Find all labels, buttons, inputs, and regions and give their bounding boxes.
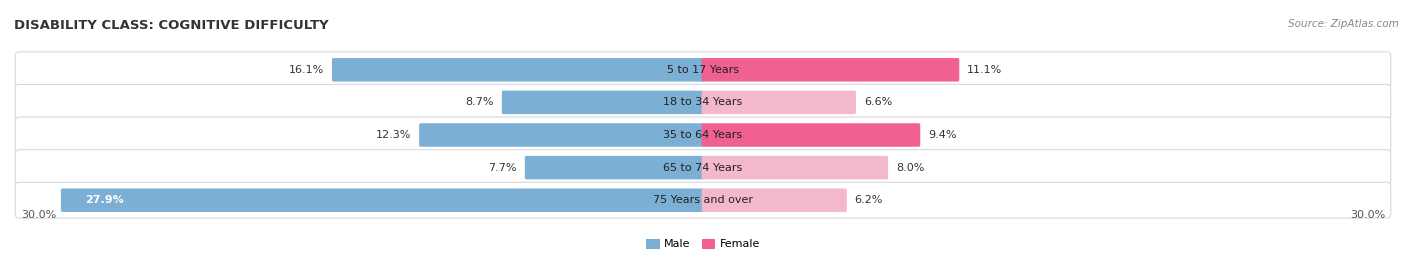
Text: 11.1%: 11.1% [967,65,1002,75]
Text: DISABILITY CLASS: COGNITIVE DIFFICULTY: DISABILITY CLASS: COGNITIVE DIFFICULTY [14,19,329,32]
Text: 30.0%: 30.0% [21,210,56,220]
FancyBboxPatch shape [702,91,856,114]
FancyBboxPatch shape [15,52,1391,88]
FancyBboxPatch shape [419,123,704,147]
Text: 6.2%: 6.2% [855,195,883,205]
FancyBboxPatch shape [502,91,704,114]
Text: 65 to 74 Years: 65 to 74 Years [664,163,742,173]
Text: Source: ZipAtlas.com: Source: ZipAtlas.com [1288,19,1399,29]
Text: 35 to 64 Years: 35 to 64 Years [664,130,742,140]
Text: 16.1%: 16.1% [288,65,323,75]
FancyBboxPatch shape [60,188,704,212]
FancyBboxPatch shape [702,123,921,147]
Text: 9.4%: 9.4% [928,130,956,140]
Text: 5 to 17 Years: 5 to 17 Years [666,65,740,75]
Text: 18 to 34 Years: 18 to 34 Years [664,97,742,107]
Text: 27.9%: 27.9% [86,195,124,205]
Legend: Male, Female: Male, Female [641,234,765,254]
Text: 8.0%: 8.0% [896,163,924,173]
FancyBboxPatch shape [702,188,846,212]
FancyBboxPatch shape [524,156,704,179]
Text: 75 Years and over: 75 Years and over [652,195,754,205]
FancyBboxPatch shape [702,156,889,179]
Text: 12.3%: 12.3% [375,130,412,140]
FancyBboxPatch shape [15,117,1391,153]
FancyBboxPatch shape [332,58,704,82]
Text: 6.6%: 6.6% [863,97,891,107]
FancyBboxPatch shape [702,58,959,82]
FancyBboxPatch shape [15,150,1391,185]
FancyBboxPatch shape [15,85,1391,120]
Text: 8.7%: 8.7% [465,97,494,107]
Text: 30.0%: 30.0% [1350,210,1385,220]
FancyBboxPatch shape [15,182,1391,218]
Text: 7.7%: 7.7% [488,163,517,173]
